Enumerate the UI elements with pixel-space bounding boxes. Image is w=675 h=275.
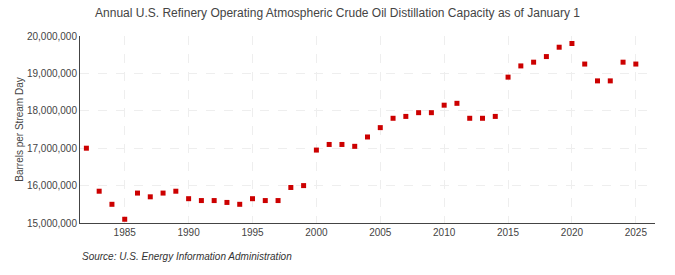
- svg-text:Annual U.S. Refinery Operating: Annual U.S. Refinery Operating Atmospher…: [95, 6, 580, 20]
- svg-text:1985: 1985: [114, 227, 137, 238]
- svg-text:19,000,000: 19,000,000: [27, 68, 77, 79]
- svg-text:1995: 1995: [241, 227, 264, 238]
- svg-text:Source: U.S. Energy Informatio: Source: U.S. Energy Information Administ…: [82, 251, 292, 262]
- svg-text:2020: 2020: [561, 227, 584, 238]
- svg-text:2000: 2000: [305, 227, 328, 238]
- svg-text:15,000,000: 15,000,000: [27, 218, 77, 229]
- svg-text:2005: 2005: [369, 227, 392, 238]
- svg-text:2025: 2025: [625, 227, 648, 238]
- svg-text:2015: 2015: [497, 227, 520, 238]
- svg-text:20,000,000: 20,000,000: [27, 31, 77, 42]
- svg-text:17,000,000: 17,000,000: [27, 143, 77, 154]
- svg-text:16,000,000: 16,000,000: [27, 180, 77, 191]
- svg-text:Barrels per Stream Day: Barrels per Stream Day: [14, 77, 25, 181]
- svg-text:1990: 1990: [177, 227, 200, 238]
- svg-text:18,000,000: 18,000,000: [27, 105, 77, 116]
- svg-text:2010: 2010: [433, 227, 456, 238]
